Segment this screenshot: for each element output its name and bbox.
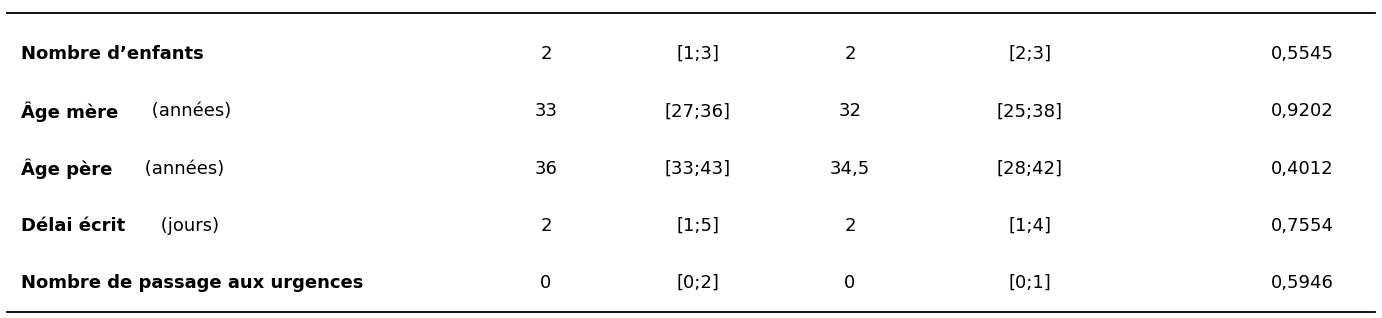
Text: 0,5946: 0,5946	[1271, 274, 1334, 292]
Text: 33: 33	[535, 102, 557, 120]
Text: 0,9202: 0,9202	[1271, 102, 1334, 120]
Text: 2: 2	[540, 45, 551, 63]
Text: [2;3]: [2;3]	[1007, 45, 1052, 63]
Text: [1;3]: [1;3]	[676, 45, 720, 63]
Text: 0: 0	[844, 274, 855, 292]
Text: 2: 2	[540, 217, 551, 235]
Text: (jours): (jours)	[155, 217, 220, 235]
Text: Âge père: Âge père	[21, 158, 112, 179]
Text: Âge mère: Âge mère	[21, 101, 117, 121]
Text: Délai écrit: Délai écrit	[21, 217, 124, 235]
Text: [28;42]: [28;42]	[996, 160, 1063, 177]
Text: 2: 2	[844, 217, 855, 235]
Text: [0;1]: [0;1]	[1009, 274, 1050, 292]
Text: [1;5]: [1;5]	[676, 217, 720, 235]
Text: 0: 0	[540, 274, 551, 292]
Text: [0;2]: [0;2]	[676, 274, 720, 292]
Text: 2: 2	[844, 45, 855, 63]
Text: (années): (années)	[138, 160, 224, 177]
Text: [33;43]: [33;43]	[665, 160, 731, 177]
Text: 0,4012: 0,4012	[1271, 160, 1334, 177]
Text: [1;4]: [1;4]	[1007, 217, 1052, 235]
Text: (années): (années)	[146, 102, 231, 120]
Text: 32: 32	[839, 102, 861, 120]
Text: Nombre d’enfants: Nombre d’enfants	[21, 45, 203, 63]
Text: 0,5545: 0,5545	[1270, 45, 1334, 63]
Text: 36: 36	[535, 160, 557, 177]
Text: [25;38]: [25;38]	[996, 102, 1063, 120]
Text: 0,7554: 0,7554	[1270, 217, 1334, 235]
Text: [27;36]: [27;36]	[665, 102, 731, 120]
Text: 34,5: 34,5	[829, 160, 871, 177]
Text: Nombre de passage aux urgences: Nombre de passage aux urgences	[21, 274, 363, 292]
